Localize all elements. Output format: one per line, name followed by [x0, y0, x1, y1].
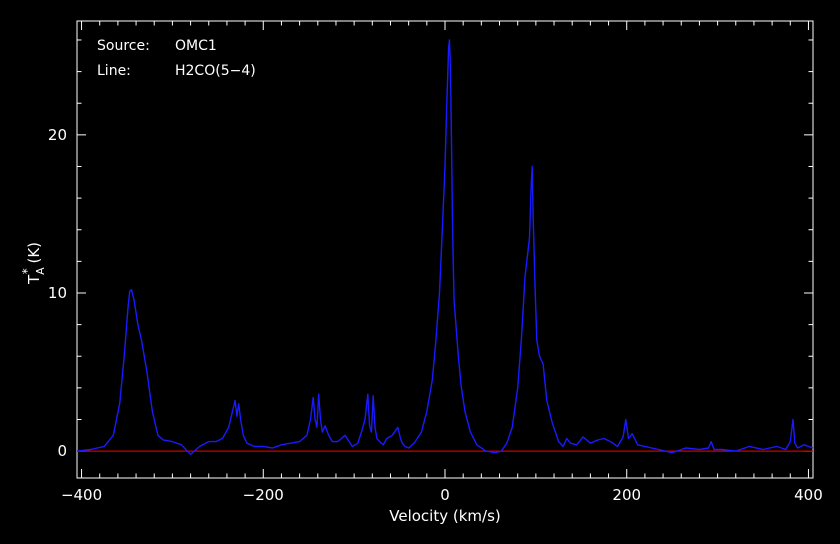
tick-labels: −400 −200 0 200 400 0 10 20: [48, 126, 823, 504]
y-axis-label: TA* (K): [20, 242, 47, 285]
y-axis-label-rest: (K): [25, 242, 43, 268]
spectrum-series-line: [76, 39, 814, 455]
y-axis-label-main: T: [25, 274, 43, 285]
source-label: Source:: [97, 38, 150, 54]
series-layer: [76, 39, 814, 455]
x-tick-label: −400: [61, 486, 102, 504]
line-label: Line:: [97, 63, 131, 79]
y-tick-label: 20: [48, 126, 67, 144]
y-axis-label-sub: A: [34, 267, 47, 275]
x-tick-label: 200: [612, 486, 641, 504]
y-axis-label-super: *: [20, 268, 34, 274]
x-axis-label: Velocity (km/s): [389, 507, 500, 525]
source-value: OMC1: [175, 38, 217, 54]
y-axis-label-text: TA* (K): [20, 242, 47, 285]
line-value: H2CO(5−4): [175, 63, 256, 79]
x-tick-label: −200: [243, 486, 284, 504]
y-tick-label: 0: [57, 442, 67, 460]
x-tick-label: 400: [794, 486, 823, 504]
y-tick-label: 10: [48, 284, 67, 302]
x-tick-label: 0: [440, 486, 450, 504]
